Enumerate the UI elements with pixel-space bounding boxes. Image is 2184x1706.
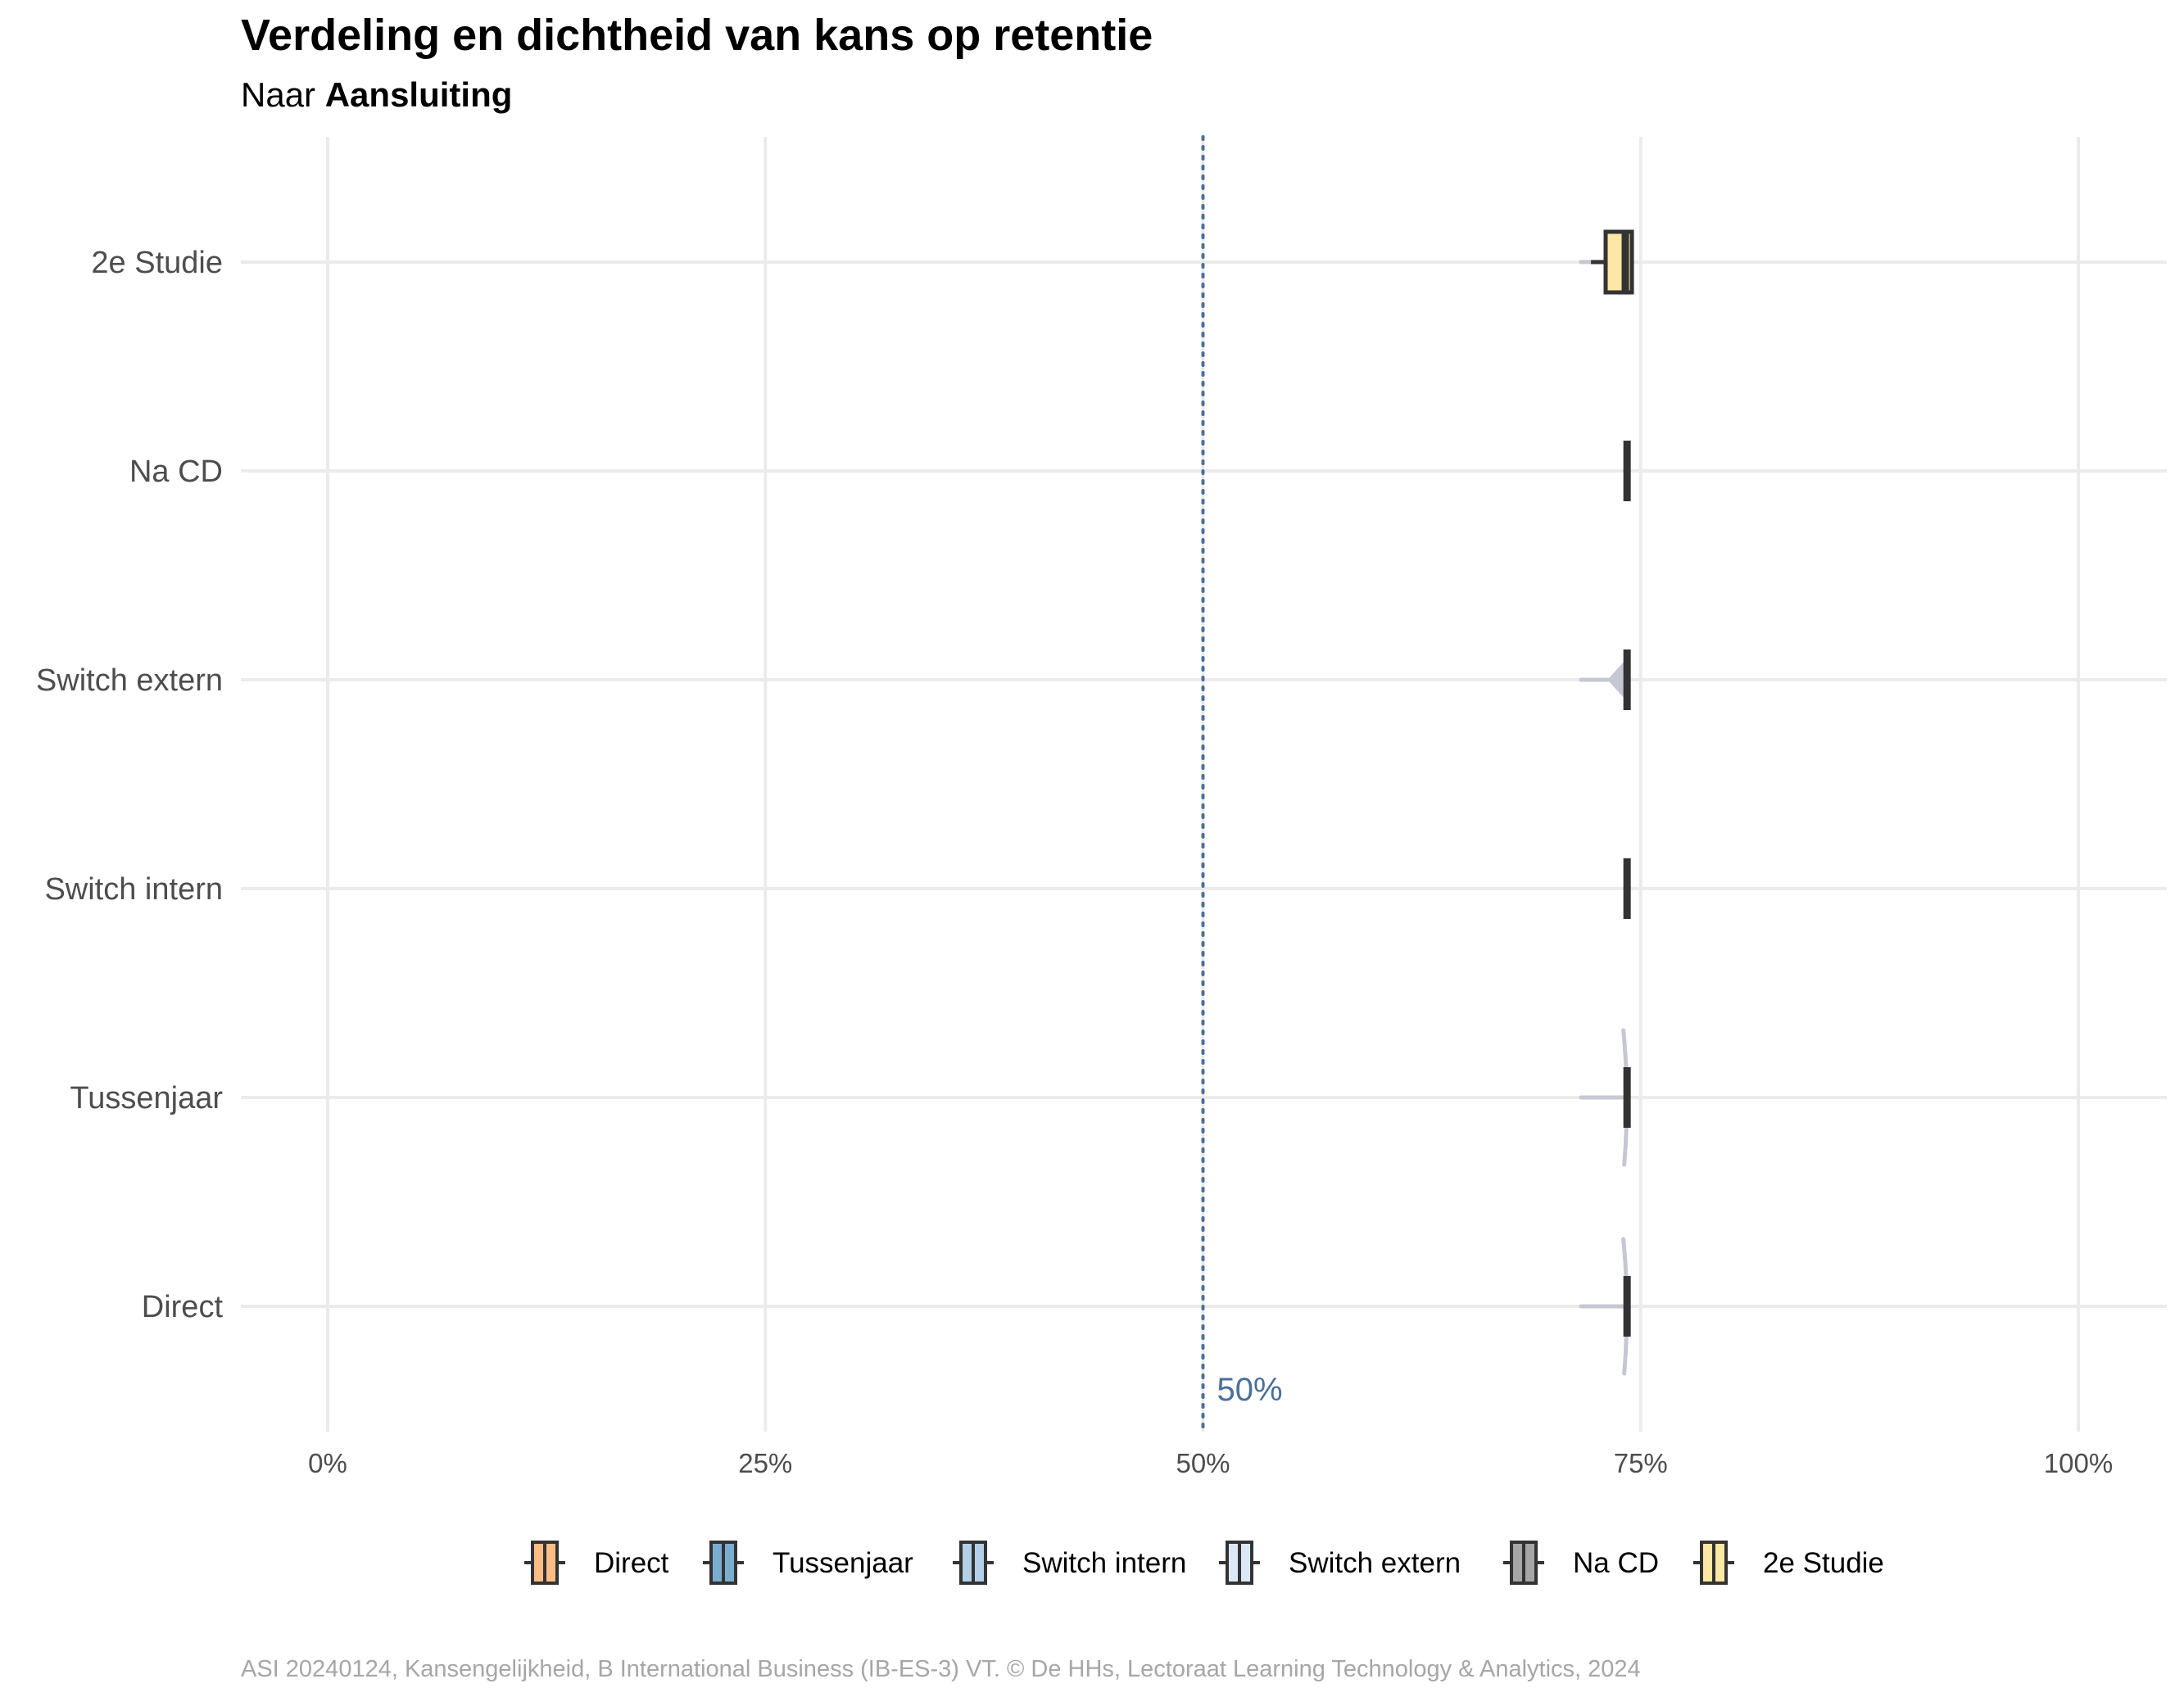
x-tick-label: 75% <box>1614 1448 1668 1478</box>
legend-label: Na CD <box>1573 1547 1659 1579</box>
box-median <box>1623 1067 1631 1128</box>
box-median <box>1623 649 1631 710</box>
subtitle-prefix: Naar <box>241 75 316 114</box>
y-tick-label: 2e Studie <box>91 246 223 280</box>
chart-subtitle: Naar Aansluiting <box>241 75 512 115</box>
box-median <box>1621 232 1629 292</box>
chart-caption: ASI 20240124, Kansengelijkheid, B Intern… <box>241 1656 1641 1682</box>
subtitle-group: Aansluiting <box>324 75 513 114</box>
x-tick-label: 0% <box>308 1448 347 1478</box>
box-median <box>1623 858 1631 919</box>
legend-label: Switch intern <box>1022 1547 1186 1579</box>
box-median <box>1623 1276 1631 1337</box>
legend-label: Direct <box>594 1547 669 1579</box>
y-tick-label: Switch extern <box>36 663 223 698</box>
reference-line-label: 50% <box>1217 1372 1283 1408</box>
legend-label: Switch extern <box>1289 1547 1461 1579</box>
legend-label: Tussenjaar <box>773 1547 913 1579</box>
box-median <box>1623 441 1631 501</box>
y-tick-label: Switch intern <box>44 872 223 907</box>
x-tick-label: 25% <box>738 1448 792 1478</box>
x-tick-label: 100% <box>2044 1448 2113 1478</box>
y-tick-label: Direct <box>142 1290 224 1324</box>
legend-label: 2e Studie <box>1763 1547 1884 1579</box>
y-tick-label: Na CD <box>129 455 223 489</box>
y-tick-label: Tussenjaar <box>70 1081 223 1115</box>
x-tick-label: 50% <box>1176 1448 1230 1478</box>
chart-title: Verdeling en dichtheid van kans op reten… <box>241 11 1153 60</box>
